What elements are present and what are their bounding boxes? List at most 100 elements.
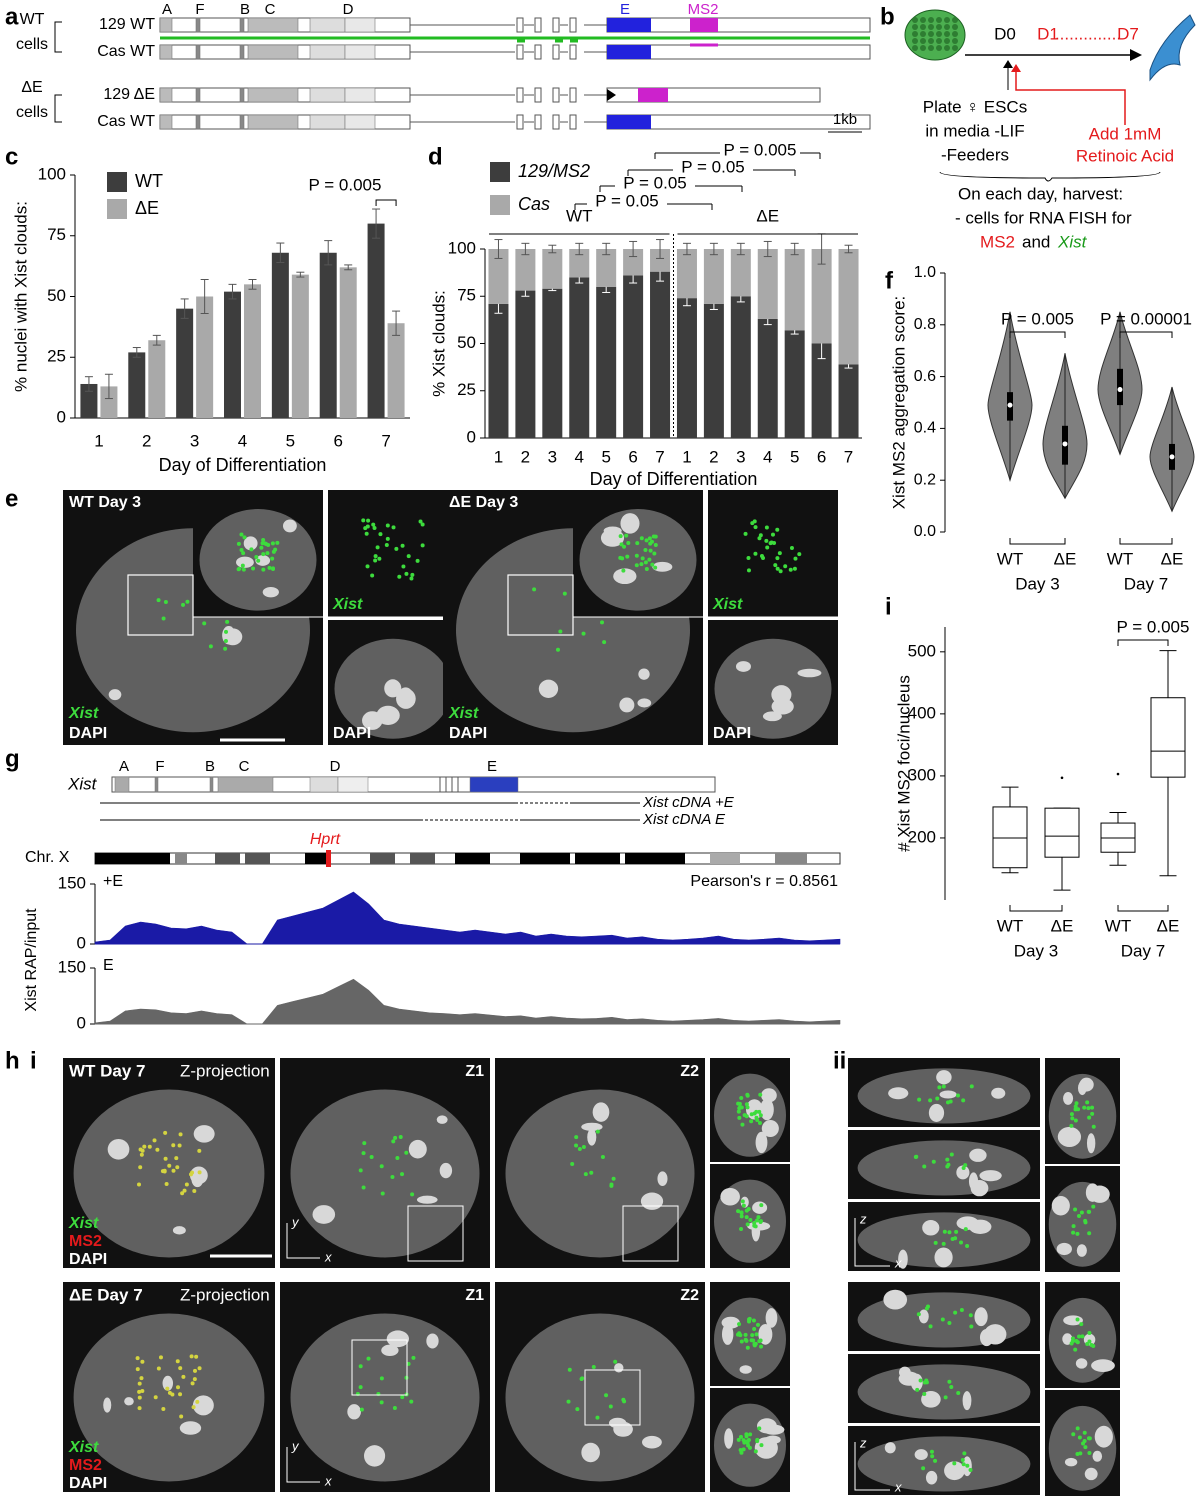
fish-signal [643,547,648,552]
chromocenter [236,556,254,568]
fish-signal [404,1375,409,1380]
chromocenter [979,1328,994,1347]
shape [638,88,668,102]
image-label: DAPI [713,725,751,742]
fish-signal [752,1326,757,1331]
shape [217,776,274,793]
fish-signal [273,547,278,552]
shape [534,87,542,103]
fish-signal [960,1457,965,1462]
median [1007,402,1013,408]
x-tick-label: 3 [190,431,199,450]
fish-signal [1073,1104,1078,1109]
fish-signal [945,1100,950,1105]
fish-signal [411,1355,416,1360]
shape [344,17,376,33]
nucleus [1048,1405,1117,1491]
bar-segment [757,318,778,438]
shape [516,17,524,33]
image-label: WT Day 7 [69,1061,146,1080]
fish-signal [409,576,414,581]
chromocenter [974,1307,988,1327]
chromocenter [408,1139,427,1159]
cell-colony [904,9,966,61]
fish-signal [1091,1204,1096,1209]
chromocenter [936,1070,952,1085]
fish-signal [1070,1336,1075,1341]
fish-signal [945,1157,950,1162]
fish-signal [190,1381,195,1386]
chromocenter [619,697,635,713]
bar-segment [676,298,697,438]
nucleus [290,1089,480,1258]
y-tick-label: 500 [908,641,936,660]
image-label: MS2 [69,1457,102,1474]
cell [936,24,942,30]
chromocenter [426,1333,439,1349]
fish-signal [1080,1334,1085,1339]
row-label: Cas WT [97,113,155,130]
x-tick-label: WT [997,549,1023,568]
fish-signal [179,1414,184,1419]
fish-signal [953,1310,958,1315]
shape [410,853,435,864]
fish-signal [942,1229,947,1234]
inset-box [622,1205,679,1262]
y-tick-label: 50 [47,286,66,305]
fish-signal [652,551,657,556]
fish-signal [793,556,798,561]
axis-icon-label: x [324,1473,332,1488]
axis-title: % Xist clouds: [429,290,448,397]
fish-signal [756,1215,761,1220]
fish-signal [1087,1451,1092,1456]
image-label: Z-projection [180,1285,270,1304]
fish-signal [163,600,168,605]
x-tick-label: 6 [333,431,342,450]
fish-signal [415,558,420,563]
chromocenter [262,587,279,598]
chromocenter [386,1330,410,1348]
shape [159,87,173,103]
fish-signal [757,1426,762,1431]
fish-signal [137,1406,142,1411]
fish-signal [748,1218,753,1223]
probe-label: MS2 [980,232,1015,251]
shape [159,114,173,130]
shape [114,776,130,793]
axes-icon [286,1223,320,1259]
shape [195,17,201,33]
fish-signal [589,1170,594,1175]
fish-signal [621,568,626,573]
fish-signal [604,1393,609,1398]
bar [128,352,146,418]
image-label: DAPI [449,725,487,742]
chromocenter [884,1442,896,1454]
x-tick-label: 1 [682,447,691,466]
fish-signal [394,546,399,551]
fish-signal [189,1354,194,1359]
bar [319,252,337,418]
fish-signal [773,563,778,568]
chromocenter [107,1138,130,1160]
fish-signal [155,1147,160,1152]
shape [569,114,577,130]
fish-signal [608,1404,613,1409]
bar-segment [730,249,751,297]
axes-icon [286,1447,320,1483]
fish-signal [644,567,649,572]
fish-signal [1082,1430,1087,1435]
chromocenter [761,1119,779,1138]
chromocenter [1084,1467,1098,1481]
fish-signal [744,1215,749,1220]
fish-signal [739,1211,744,1216]
cell [944,17,950,23]
axis-title: Day of Differentiation [590,469,758,489]
chromocenter [613,568,637,585]
nucleus [857,1364,1031,1420]
cell [936,31,942,37]
fish-signal [178,1366,183,1371]
fish-signal [378,532,383,537]
fish-signal [570,1162,575,1167]
chromocenter [255,555,271,566]
fish-signal [138,1165,143,1170]
